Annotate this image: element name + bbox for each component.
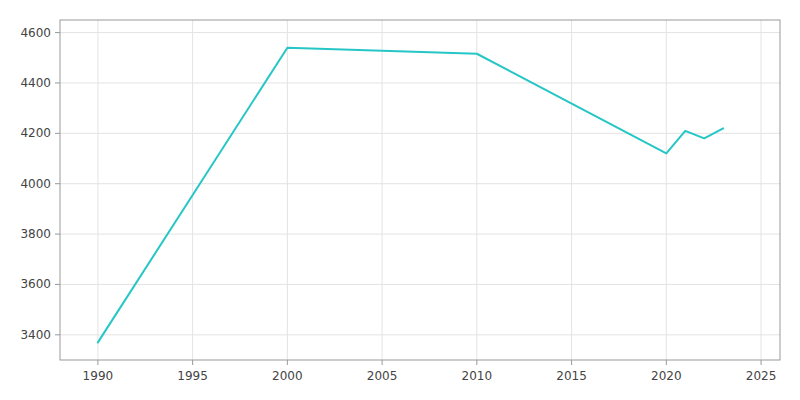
x-grid-line	[192, 20, 193, 360]
chart-svg: 1990 1995 2000 2005 2010 2015 2020 2025 3400 3600…	[0, 0, 800, 400]
y-tick	[55, 234, 60, 235]
tick-labels: 1990 1995 2000 2005 2010 2015 2020 2025 3400 3600…	[20, 26, 776, 383]
chart-container: 1990 1995 2000 2005 2010 2015 2020 2025 3400 3600…	[0, 0, 800, 400]
x-tick-label: 2025	[746, 369, 777, 383]
y-grid-line	[60, 82, 780, 83]
x-grid-line	[571, 20, 572, 360]
plot-frame	[60, 20, 780, 360]
x-tick	[287, 360, 288, 365]
marks	[98, 48, 723, 343]
x-grid-line	[476, 20, 477, 360]
y-grid-line	[60, 133, 780, 134]
y-tick	[55, 133, 60, 134]
x-tick-label: 2005	[367, 369, 398, 383]
x-grid-line	[287, 20, 288, 360]
y-tick-label: 3600	[20, 277, 51, 291]
y-tick	[55, 82, 60, 83]
x-tick-label: 1990	[83, 369, 114, 383]
y-tick	[55, 284, 60, 285]
x-tick	[666, 360, 667, 365]
x-tick	[761, 360, 762, 365]
y-grid-line	[60, 334, 780, 335]
y-tick	[55, 32, 60, 33]
x-tick	[382, 360, 383, 365]
grid	[55, 20, 780, 365]
data-line	[98, 48, 723, 343]
x-tick	[571, 360, 572, 365]
x-tick	[192, 360, 193, 365]
x-tick	[476, 360, 477, 365]
y-tick-label: 3400	[20, 328, 51, 342]
y-tick	[55, 183, 60, 184]
y-tick	[55, 334, 60, 335]
y-grid-line	[60, 284, 780, 285]
x-tick-label: 2015	[556, 369, 587, 383]
x-tick-label: 1995	[177, 369, 208, 383]
y-grid-line	[60, 32, 780, 33]
y-tick-label: 4600	[20, 26, 51, 40]
x-tick-label: 2000	[272, 369, 303, 383]
x-grid-line	[97, 20, 98, 360]
y-tick-label: 3800	[20, 227, 51, 241]
x-tick-label: 2010	[462, 369, 493, 383]
x-tick-label: 2020	[651, 369, 682, 383]
y-tick-label: 4400	[20, 76, 51, 90]
y-tick-label: 4000	[20, 177, 51, 191]
x-grid-line	[666, 20, 667, 360]
x-tick	[97, 360, 98, 365]
y-tick-label: 4200	[20, 126, 51, 140]
plot-background	[60, 20, 780, 360]
x-grid-line	[761, 20, 762, 360]
x-grid-line	[382, 20, 383, 360]
y-grid-line	[60, 183, 780, 184]
